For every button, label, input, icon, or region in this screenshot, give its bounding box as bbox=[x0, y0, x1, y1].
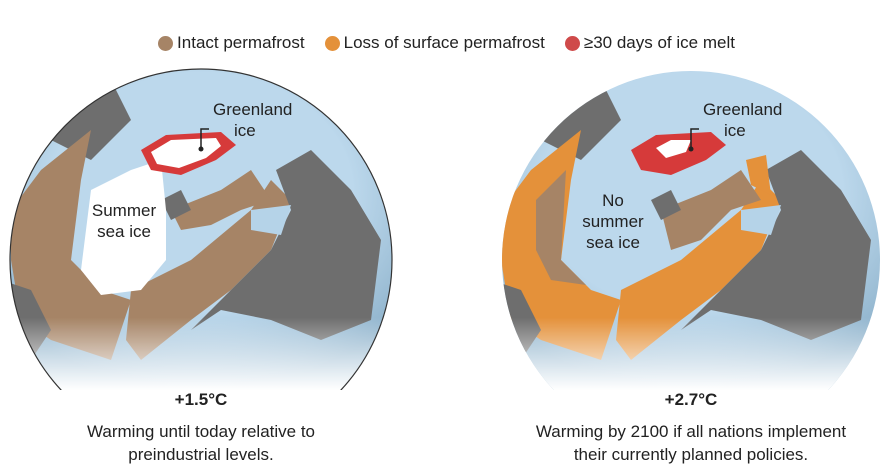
globe-map-2p7: Greenland ice No summer sea ice bbox=[502, 71, 880, 390]
caption-line: preindustrial levels. bbox=[128, 445, 274, 464]
no-sea-ice-label: sea ice bbox=[586, 233, 640, 252]
melt-swatch bbox=[564, 35, 580, 51]
caption: Warming by 2100 if all nations implement… bbox=[481, 420, 893, 466]
globe-panel-2p7: Greenland ice No summer sea ice bbox=[481, 60, 893, 390]
caption-line: Warming by 2100 if all nations implement bbox=[535, 422, 847, 441]
legend-label: ≥30 days of ice melt bbox=[583, 33, 735, 52]
greenland-label: Greenland bbox=[213, 100, 292, 119]
caption: Warming until today relative to preindus… bbox=[0, 420, 411, 466]
no-sea-ice-label: summer bbox=[582, 212, 644, 231]
sea-ice-label: Summer bbox=[92, 201, 157, 220]
legend: Intact permafrost Loss of surface permaf… bbox=[0, 33, 893, 53]
legend-item-melt: ≥30 days of ice melt bbox=[564, 33, 735, 53]
sea-ice-label: sea ice bbox=[97, 222, 151, 241]
greenland-label: ice bbox=[234, 121, 256, 140]
greenland-label: ice bbox=[724, 121, 746, 140]
temperature-label: +2.7°C bbox=[664, 390, 718, 409]
globe-panel-1p5: Greenland ice Summer sea ice bbox=[0, 60, 411, 390]
legend-item-loss: Loss of surface permafrost bbox=[324, 33, 545, 53]
legend-item-intact: Intact permafrost bbox=[158, 33, 305, 53]
intact-swatch bbox=[158, 35, 174, 51]
globe-map-1p5: Greenland ice Summer sea ice bbox=[9, 68, 393, 390]
loss-swatch bbox=[324, 35, 340, 51]
greenland-label: Greenland bbox=[703, 100, 782, 119]
legend-label: Intact permafrost bbox=[177, 33, 305, 52]
caption-line: their currently planned policies. bbox=[573, 445, 809, 464]
temperature-label: +1.5°C bbox=[174, 390, 228, 409]
no-sea-ice-label: No bbox=[602, 191, 624, 210]
legend-label: Loss of surface permafrost bbox=[343, 33, 545, 52]
caption-line: Warming until today relative to bbox=[86, 422, 316, 441]
